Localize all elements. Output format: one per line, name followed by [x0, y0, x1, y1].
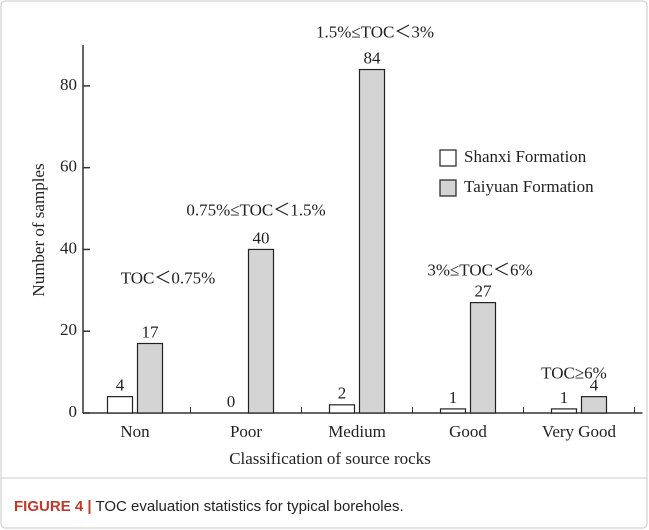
caption: FIGURE 4 | TOC evaluation statistics for…	[14, 498, 404, 515]
y-axis-label: Number of samples	[29, 163, 48, 296]
value-label: 4	[116, 376, 125, 395]
bar	[358, 68, 386, 414]
range-annotation: 0.75%≤TOC＜1.5%	[186, 200, 325, 219]
y-tick-label: 60	[60, 157, 77, 176]
caption-text: TOC evaluation statistics for typical bo…	[95, 498, 403, 515]
x-tick-label: Good	[449, 422, 487, 441]
range-annotation: 1.5%≤TOC＜3%	[316, 22, 434, 41]
legend-label: Taiyuan Formation	[464, 177, 594, 196]
x-tick-label: Non	[120, 422, 150, 441]
legend-swatch	[439, 149, 457, 167]
bar	[580, 396, 608, 414]
y-tick-label: 0	[69, 402, 78, 421]
value-label: 84	[364, 48, 382, 67]
value-label: 4	[590, 376, 599, 395]
bar	[439, 408, 467, 414]
bar	[136, 342, 164, 414]
x-tick-label: Poor	[230, 422, 262, 441]
value-label: 17	[142, 322, 160, 341]
value-label: 1	[449, 388, 458, 407]
y-tick-label: 20	[60, 320, 77, 339]
value-label: 2	[338, 384, 347, 403]
caption-label: FIGURE 4 |	[14, 498, 92, 515]
value-label: 0	[227, 392, 236, 411]
range-annotation: TOC≥6%	[541, 364, 607, 383]
x-tick-label: Medium	[328, 422, 386, 441]
bar	[247, 248, 275, 414]
x-tick-label: Very Good	[542, 422, 617, 441]
bar	[469, 302, 497, 414]
value-label: 40	[253, 228, 270, 247]
range-annotation: 3%≤TOC＜6%	[427, 261, 532, 280]
bar	[328, 404, 356, 414]
value-label: 1	[560, 388, 569, 407]
value-label: 27	[475, 282, 493, 301]
bar	[106, 396, 134, 414]
legend-swatch	[439, 179, 457, 197]
y-tick-label: 80	[60, 75, 77, 94]
range-annotation: TOC＜0.75%	[121, 268, 216, 287]
legend-label: Shanxi Formation	[464, 147, 587, 166]
x-axis-label: Classification of source rocks	[229, 449, 431, 468]
y-tick-label: 40	[60, 238, 77, 257]
bar	[550, 408, 578, 414]
